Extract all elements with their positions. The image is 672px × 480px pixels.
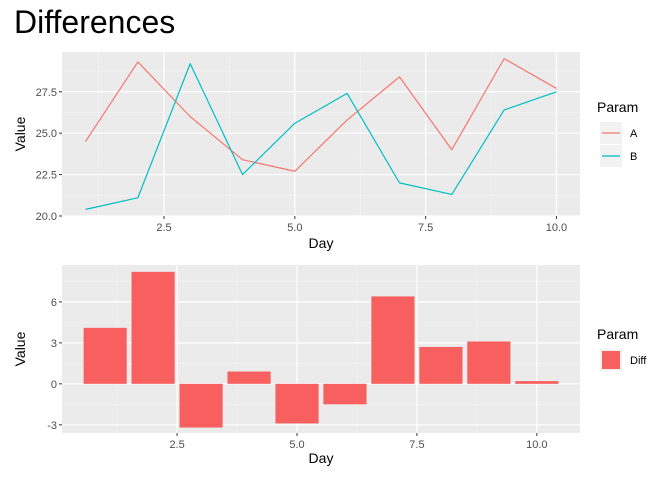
panel-2-bar: [227, 371, 271, 384]
panel-1-tick-label-y: 27.5: [36, 87, 57, 99]
panel-2-bar: [179, 383, 223, 428]
panel-1-tick-label-x: 2.5: [156, 222, 171, 234]
panel-2-tick-label-y: -3: [47, 420, 57, 432]
panel-2-tick-label-y: 3: [51, 338, 57, 350]
panel-2-tick-label-x: 5.0: [289, 439, 304, 451]
panel-2-legend-title: Param: [597, 326, 638, 342]
panel-2-tick-label-y: 0: [51, 379, 57, 391]
panel-2-bar: [323, 383, 367, 405]
panel-2-tick-label-x: 7.5: [409, 439, 424, 451]
panel-1-tick-label-y: 22.5: [36, 170, 57, 182]
panel-2-legend-label-Diff: Diff: [630, 355, 647, 367]
panel-2-y-axis-title: Value: [12, 331, 28, 366]
panel-1-tick-label-x: 5.0: [287, 222, 302, 234]
panel-2-tick-label-x: 10.0: [526, 439, 547, 451]
panel-1-group: 20.0 22.5 25.0 27.5 2.5 5.0 7.5 10.0 Day Value Par…: [12, 52, 638, 251]
panel-2-bar: [419, 346, 463, 384]
panel-1-x-axis-title: Day: [309, 235, 334, 251]
panel-1-background: [62, 52, 580, 216]
panel-1-series-line-A: [85, 58, 557, 172]
panel-1-tick-label-x: 10.0: [546, 222, 567, 234]
chart-title: Differences: [14, 4, 175, 40]
panel-2-bar: [515, 381, 559, 384]
panel-2-x-axis-title: Day: [309, 450, 334, 466]
panel-2-tick-label-y: 6: [51, 297, 57, 309]
panel-2-bar: [83, 327, 127, 384]
panel-1-tick-label-y: 20.0: [36, 211, 57, 223]
panel-2-bar: [467, 341, 511, 384]
panel-1-legend-title: Param: [597, 99, 638, 115]
panel-2-group: -3 0 3 6 2.5 5.0 7.5 10.0 Day Value Param Diff: [12, 265, 647, 466]
panel-1-tick-label-y: 25.0: [36, 128, 57, 140]
panel-1-series-line-B: [85, 62, 557, 210]
panel-2-bar: [131, 271, 175, 384]
panel-2-bar: [371, 296, 415, 384]
panel-1-legend-label-B: B: [630, 151, 637, 163]
panel-1-legend-label-A: A: [630, 128, 638, 140]
panel-2-bar: [275, 383, 319, 424]
panel-1-y-axis-title: Value: [12, 116, 28, 151]
panel-2-legend-key-Diff: [602, 351, 620, 369]
panel-1-tick-label-x: 7.5: [418, 222, 433, 234]
panel-2-tick-label-x: 2.5: [169, 439, 184, 451]
